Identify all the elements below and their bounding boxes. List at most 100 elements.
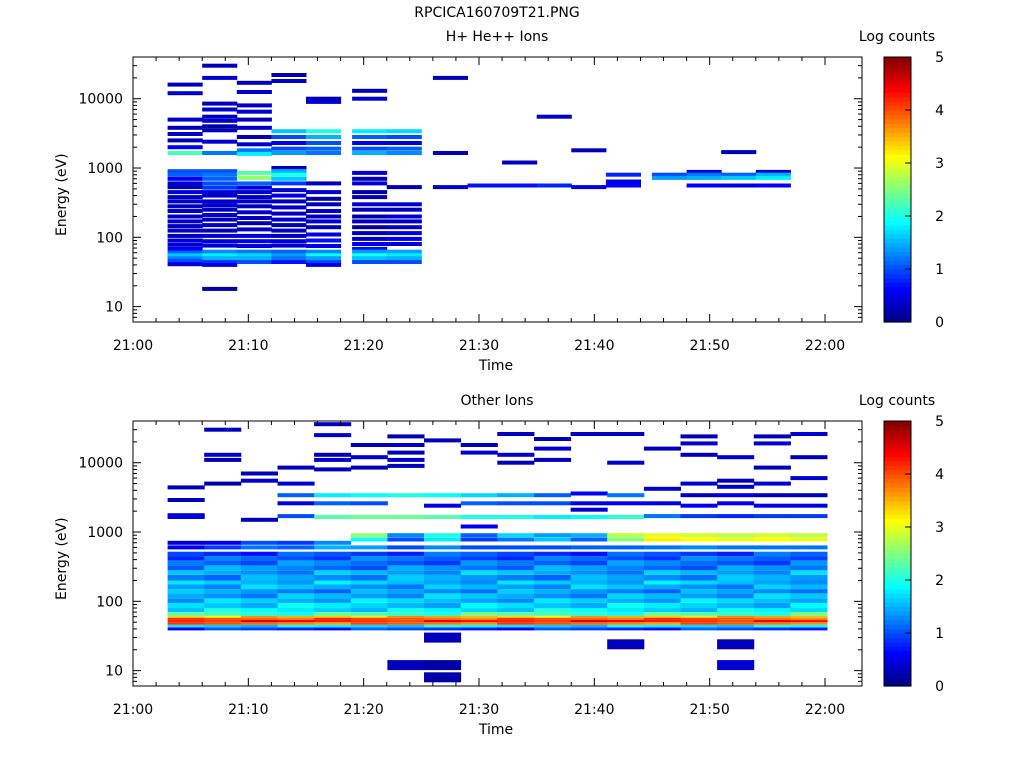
heatmap-cell <box>202 249 238 254</box>
heatmap-cell <box>236 210 272 215</box>
heatmap-cell <box>167 602 205 609</box>
colorbar-segment <box>884 171 911 177</box>
colorbar-segment <box>884 637 911 643</box>
heatmap-cell <box>717 619 755 623</box>
heatmap-cell <box>460 593 498 599</box>
heatmap-cell <box>387 434 425 439</box>
heatmap-cell <box>387 493 425 498</box>
heatmap-cell <box>790 537 828 542</box>
heatmap-cell <box>460 524 498 529</box>
heatmap-cell <box>204 584 242 590</box>
heatmap-cell <box>534 617 572 620</box>
heatmap-cell <box>387 580 425 585</box>
heatmap-cell <box>352 190 388 195</box>
heatmap-cell <box>605 183 641 188</box>
colorbar-segment <box>884 535 911 541</box>
heatmap-cell <box>534 533 572 538</box>
heatmap-cell <box>643 533 681 538</box>
heatmap-cell <box>236 185 272 190</box>
heatmap-cell <box>167 556 205 561</box>
heatmap-cell <box>607 460 645 465</box>
heatmap-cell <box>271 239 307 244</box>
heatmap-cell <box>314 589 352 594</box>
colorbar-segment <box>884 434 911 440</box>
heatmap-cell <box>167 575 205 581</box>
heatmap-cell <box>387 593 425 599</box>
colorbar-segment <box>884 549 911 555</box>
heatmap-cell <box>534 608 572 612</box>
heatmap-cell <box>387 565 425 571</box>
heatmap-cell <box>240 612 278 616</box>
heatmap-cell <box>790 593 828 599</box>
colorbar-segment <box>884 619 911 625</box>
heatmap-cell <box>277 493 315 498</box>
heatmap-cell <box>306 253 342 258</box>
heatmap-cell <box>387 612 425 616</box>
heatmap-cell <box>387 622 425 625</box>
heatmap-cell <box>424 438 462 443</box>
heatmap-cell <box>534 598 572 603</box>
heatmap-cell <box>717 602 755 609</box>
colorbar-tick-label: 3 <box>935 156 944 172</box>
heatmap-cell <box>534 627 572 631</box>
heatmap-cell <box>202 199 238 204</box>
heatmap-cell <box>167 627 205 631</box>
heatmap-cell <box>643 624 681 628</box>
heatmap-cell <box>167 565 205 571</box>
heatmap-cell <box>460 515 498 519</box>
heatmap-cell <box>202 223 238 228</box>
heatmap-cell <box>236 190 272 195</box>
colorbar-segment <box>884 158 911 164</box>
x-tick-label: 21:00 <box>113 338 153 354</box>
heatmap-cell <box>680 537 718 542</box>
colorbar-segment <box>884 264 911 270</box>
heatmap-cell <box>202 176 238 181</box>
colorbar-segment <box>884 308 911 314</box>
heatmap-cell <box>277 584 315 590</box>
heatmap-cell <box>753 598 791 603</box>
heatmap-cell <box>314 570 352 575</box>
heatmap-cell <box>753 545 791 550</box>
heatmap-cell <box>643 615 681 618</box>
heatmap-cell <box>202 256 238 261</box>
figure-title: RPCICA160709T21.PNG <box>414 5 580 21</box>
heatmap-cell <box>790 493 828 498</box>
heatmap-cell <box>607 432 645 436</box>
heatmap-cell <box>680 556 718 561</box>
heatmap-cell <box>306 219 342 224</box>
heatmap-cell <box>271 135 307 139</box>
heatmap-cell <box>202 151 238 155</box>
heatmap-cell <box>314 627 352 631</box>
heatmap-cell <box>460 443 498 447</box>
heatmap-cell <box>167 204 203 209</box>
heatmap-cell <box>424 612 462 616</box>
colorbar-segment <box>884 286 911 292</box>
heatmap-cell <box>236 239 272 244</box>
heatmap-cell <box>204 598 242 603</box>
colorbar-segment <box>884 65 911 71</box>
heatmap-cell <box>236 253 272 258</box>
heatmap-cell <box>204 608 242 612</box>
heatmap-cell <box>387 537 425 542</box>
heatmap-cell <box>350 537 388 542</box>
heatmap-cell <box>277 514 315 519</box>
heatmap-cell <box>497 501 535 506</box>
colorbar-segment <box>884 105 911 111</box>
colorbar-segment <box>884 185 911 191</box>
heatmap-cell <box>570 491 608 496</box>
heatmap-cell <box>790 551 828 557</box>
heatmap-cell <box>460 493 498 498</box>
colorbar-segment <box>884 163 911 169</box>
heatmap-cell <box>386 256 422 261</box>
heatmap-cell <box>790 560 828 566</box>
heatmap-cell <box>717 593 755 599</box>
colorbar-segment <box>884 593 911 599</box>
heatmap-cell <box>167 209 203 213</box>
heatmap-cell <box>271 193 307 198</box>
heatmap-cell <box>271 176 307 181</box>
heatmap-cell <box>202 169 238 174</box>
colorbar-segment <box>884 70 911 76</box>
colorbar-segment <box>884 522 911 528</box>
heatmap-cell <box>240 556 278 561</box>
heatmap-cell <box>202 286 238 291</box>
